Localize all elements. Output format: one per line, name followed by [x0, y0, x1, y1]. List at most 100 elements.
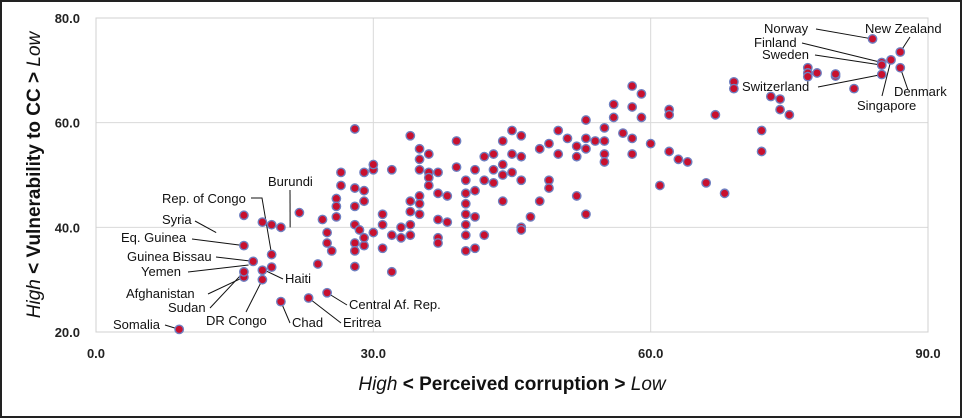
data-point: [331, 201, 342, 212]
data-point: [608, 99, 619, 110]
data-point: [423, 149, 434, 159]
data-point: [886, 54, 896, 65]
data-point: [266, 219, 277, 230]
x-axis-title-middle: < Perceived corruption >: [397, 374, 630, 395]
data-point: [830, 69, 841, 79]
data-point: [359, 167, 369, 178]
data-point: [368, 227, 379, 238]
data-point: [581, 143, 591, 154]
data-point: [470, 185, 480, 196]
data-point: [239, 266, 249, 277]
data-point: [294, 207, 305, 218]
data-point: [359, 232, 369, 243]
data-point: [636, 88, 647, 99]
data-point: [266, 249, 277, 260]
data-point: [470, 164, 480, 175]
data-point: [849, 83, 859, 94]
data-point: [544, 183, 554, 193]
data-point: [414, 164, 425, 175]
annotation-label: Singapore: [857, 98, 916, 113]
data-point: [239, 240, 249, 251]
y-tick-label: 80.0: [55, 11, 80, 26]
data-point: [460, 175, 471, 186]
data-point: [396, 222, 406, 233]
data-point: [322, 227, 333, 238]
plot-area: [95, 17, 929, 333]
data-point: [608, 112, 619, 123]
data-point: [645, 138, 656, 149]
data-point: [812, 68, 822, 78]
annotation-label: DR Congo: [206, 313, 267, 328]
data-point: [460, 188, 471, 199]
data-point: [525, 211, 536, 222]
data-point: [414, 198, 425, 209]
data-point: [516, 151, 527, 162]
data-point: [497, 196, 508, 207]
data-point: [414, 154, 425, 165]
y-axis-title-prefix: High: [24, 279, 45, 318]
data-point: [497, 159, 508, 170]
data-point: [359, 196, 369, 207]
annotation-leader-line: [215, 256, 254, 262]
x-tick-label: 90.0: [915, 346, 940, 361]
data-point: [451, 136, 462, 146]
data-point: [655, 180, 665, 191]
data-point: [673, 154, 684, 165]
data-point: [765, 91, 776, 102]
data-point: [257, 265, 268, 276]
data-point: [488, 164, 499, 175]
data-point: [479, 175, 490, 186]
data-point: [553, 149, 564, 159]
tick-labels: 0.0 30.0 60.0 90.0 20.0 40.0 60.0 80.0: [55, 11, 941, 361]
annotation-leader-line: [194, 220, 217, 234]
annotation-label: Haiti: [285, 271, 311, 286]
annotation-label: Denmark: [894, 84, 947, 99]
data-point: [433, 188, 443, 199]
data-point: [664, 109, 675, 120]
data-point: [775, 94, 785, 105]
data-point: [414, 191, 425, 201]
data-point: [386, 230, 397, 241]
grid-lines: [96, 18, 928, 332]
data-point: [405, 196, 416, 207]
annotation-leader-line: [245, 279, 263, 313]
data-point: [377, 219, 388, 230]
data-point: [460, 230, 471, 241]
annotation-label: Afghanistan: [126, 286, 195, 301]
data-point: [682, 157, 693, 167]
data-point: [303, 293, 314, 303]
data-point: [562, 133, 573, 144]
data-point: [618, 128, 628, 139]
data-point: [507, 149, 517, 159]
data-point: [433, 167, 443, 178]
data-point: [275, 296, 286, 307]
annotation-leader-line: [207, 276, 245, 295]
data-point: [386, 164, 397, 175]
data-point: [312, 259, 323, 269]
data-point: [442, 217, 453, 228]
data-point: [488, 177, 499, 188]
annotation-leader-line: [251, 197, 273, 255]
data-point: [895, 47, 906, 57]
annotation-label: Burundi: [268, 174, 313, 189]
data-point: [516, 130, 527, 141]
data-point: [867, 34, 878, 44]
data-point: [553, 125, 564, 136]
y-tick-label: 60.0: [55, 116, 80, 131]
data-point: [534, 196, 545, 207]
data-point: [405, 206, 416, 217]
data-point: [590, 136, 601, 146]
data-point: [627, 149, 638, 159]
data-point: [414, 143, 425, 154]
data-point: [414, 209, 425, 220]
data-point: [460, 219, 471, 230]
data-point: [599, 157, 610, 167]
data-point: [470, 211, 480, 222]
data-point: [423, 180, 434, 191]
data-point: [257, 274, 268, 285]
data-point: [876, 69, 887, 80]
annotation-leader-line: [209, 271, 245, 309]
annotation-leader-line: [801, 42, 882, 63]
